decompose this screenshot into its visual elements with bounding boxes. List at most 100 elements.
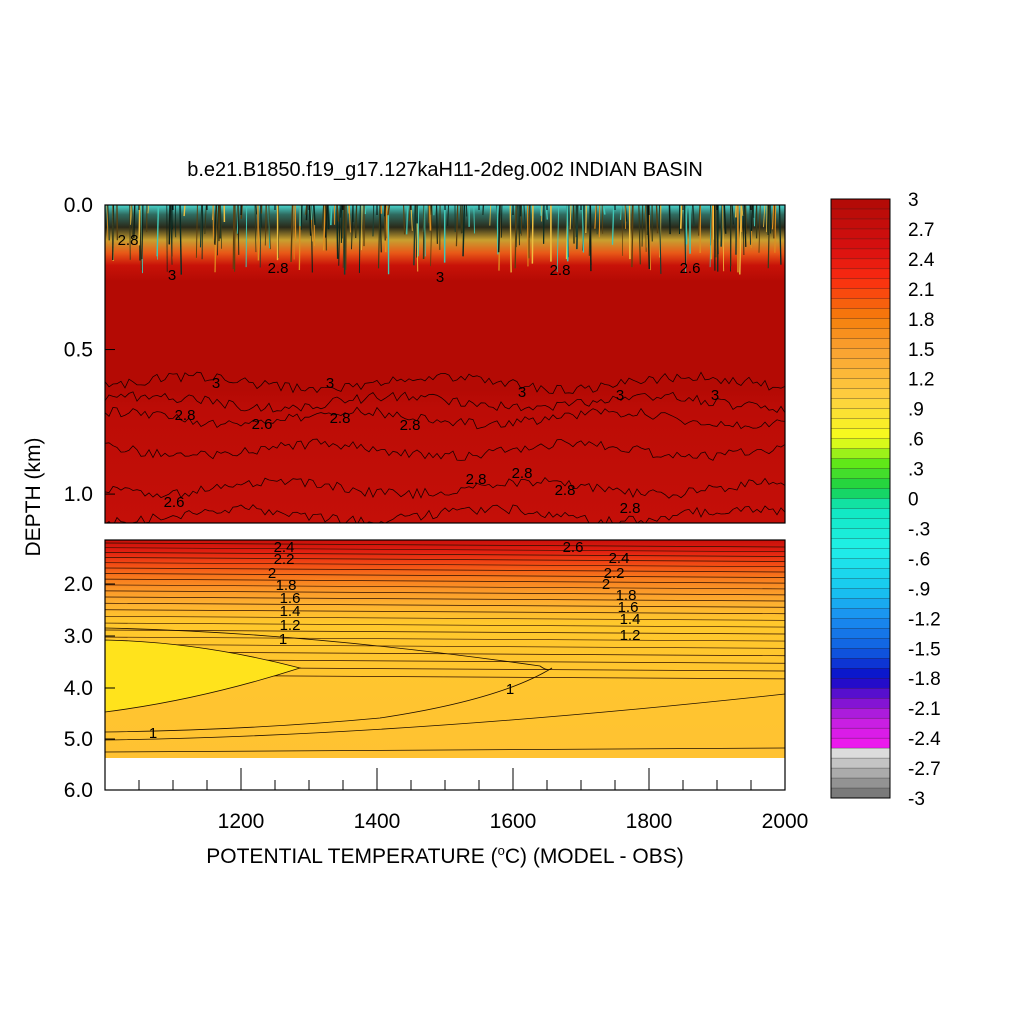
upper-contour-label: 3 [518,384,526,401]
noise-stroke [436,205,438,244]
lower-contour-label: 2.4 [274,539,295,556]
y-tick-label: 0.0 [64,194,93,217]
y-tick-label: 1.0 [64,483,93,506]
noise-stroke [321,205,325,231]
colorbar-box [830,618,891,629]
colorbar-box [830,717,891,729]
noise-stroke [710,205,714,260]
noise-stroke [658,205,662,274]
lower-contour-label: 1 [149,725,157,742]
noise-stroke [300,205,303,230]
noise-stroke [763,205,766,228]
noise-stroke [631,205,634,268]
lower-contour-label: 2 [268,565,276,582]
upper-contour-label: 3 [168,267,176,284]
noise-stroke [739,205,742,275]
colorbar-box [830,628,891,639]
colorbar-box [830,348,891,360]
noise-stroke [305,205,308,215]
lower-contour-label: 1 [279,631,287,648]
noise-stroke [518,205,522,234]
colorbar-label: .3 [908,460,924,481]
colorbar-box [830,508,891,519]
upper-contour-label: 2.8 [555,482,576,499]
noise-stroke [268,205,271,250]
x-axis-label-suffix: C) (MODEL - OBS) [505,845,684,868]
colorbar-box [830,388,891,400]
noise-stroke [679,205,683,229]
noise-stroke [744,205,747,247]
noise-stroke [611,205,615,245]
noise-stroke [684,205,687,266]
upper-contour-label: 2.8 [512,465,533,482]
noise-stroke [621,205,624,256]
upper-contour-lines [105,371,785,523]
noise-stroke [698,205,701,236]
lower-band-line [105,584,785,590]
noise-stroke [709,205,712,268]
noise-stroke [422,205,425,259]
noise-stroke [322,205,326,251]
colorbar-box [830,538,891,549]
noise-stroke [385,205,389,241]
lower-band-line [105,609,785,615]
noise-stroke [168,205,171,245]
colorbar-box [830,598,891,609]
colorbar-box [830,638,891,649]
y-tick-label: 6.0 [64,779,93,802]
colorbar-box [830,338,891,350]
x-tick-label: 1600 [490,810,537,833]
upper-contour-label: 2.8 [268,260,289,277]
colorbar-box [830,248,891,260]
noise-stroke [545,205,548,220]
noise-stroke [594,205,597,229]
upper-contour-label: 3 [212,375,220,392]
noise-stroke [340,205,342,218]
noise-stroke [305,205,308,221]
upper-contour-label: 3 [326,375,334,392]
noise-stroke [342,205,345,239]
noise-stroke [619,205,623,220]
upper-contour-labels: 3 2.8 2.6 3 2.8 2.6 2.8 3 3 3 3 3 2.8 2.8 2.8 2.8 2.8 2.8… [118,232,720,517]
colorbar-label: -.6 [908,549,930,570]
noise-stroke [685,205,688,245]
noise-stroke [351,205,354,250]
noise-stroke [330,205,333,226]
x-tick-label: 1200 [218,810,265,833]
noise-stroke [240,205,243,219]
colorbar-label: -2.4 [908,729,941,750]
colorbar-label: -2.7 [908,759,941,780]
upper-contour-label: 2.8 [175,407,196,424]
colorbar-box [830,698,891,709]
colorbar-label: -1.5 [908,639,941,660]
noise-stroke [408,205,411,222]
upper-contour-label: 2.8 [620,500,641,517]
noise-stroke [531,205,534,264]
colorbar-box [830,318,891,330]
noise-stroke [447,205,449,226]
colorbar-box [830,678,891,689]
lower-band-line [105,578,785,584]
noise-stroke [313,205,316,226]
colorbar-box [830,428,891,440]
noise-stroke [539,205,542,216]
colorbar-label: 0 [908,490,919,511]
noise-stroke [750,205,754,231]
noise-stroke [361,205,363,251]
noise-stroke [372,205,375,237]
colorbar-box [830,468,891,479]
colorbar-box [830,757,891,769]
noise-stroke [515,205,518,248]
colorbar-box [830,648,891,659]
lower-contour-label: 2 [602,576,610,593]
lower-contour-label: 1.4 [620,611,641,628]
lower-contour-label: 2.4 [609,550,630,567]
colorbar-frame [830,198,891,799]
noise-stroke [638,205,641,265]
lower-band-line [105,629,785,635]
lower-panel-fill [105,540,785,758]
y-tick-label: 0.5 [64,339,93,362]
noise-stroke [428,205,432,231]
noise-stroke [528,205,531,259]
x-tick-label: 2000 [762,810,809,833]
